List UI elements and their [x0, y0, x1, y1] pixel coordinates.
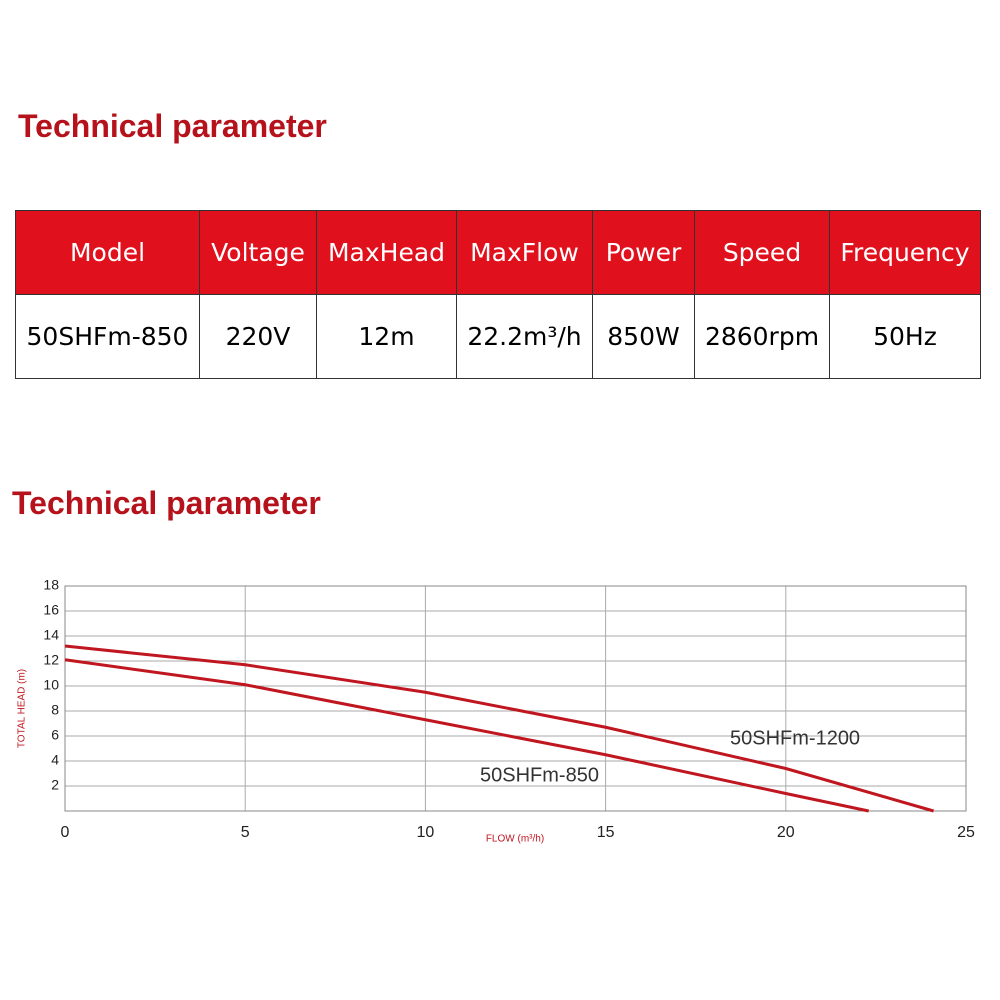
section-title: Technical parameter: [12, 485, 321, 521]
chart: 2 4 6 8 10 12 14 16 18 0 5 10 15 20 25 FLOW (m³/h) TOTAL…: [17, 577, 975, 845]
x-tick-label: 25: [957, 824, 975, 841]
cell: 22.2m³/h: [456, 294, 593, 379]
header-cell: Speed: [694, 210, 830, 295]
y-tick-label: 18: [43, 577, 59, 593]
x-tick-label: 0: [61, 824, 70, 841]
table-row: Model Voltage MaxHead MaxFlow Power Speed Freq…: [15, 210, 981, 295]
series-label: 50SHFm-1200: [730, 727, 860, 749]
y-axis-label: TOTAL HEAD (m): [17, 669, 28, 748]
cell: 2860rpm: [694, 294, 830, 379]
section-title: Technical parameter: [18, 108, 327, 144]
plot-frame: [64, 585, 967, 812]
x-tick-label: 20: [777, 824, 795, 841]
table-row: 50SHFm-850 220V 12m 22.2m³/h 850W 2860rpm 50Hz: [15, 294, 981, 379]
y-tick-label: 6: [51, 727, 59, 743]
header-cell: Power: [592, 210, 695, 295]
y-tick-label: 2: [51, 777, 59, 793]
y-tick-label: 8: [51, 702, 59, 718]
cell: 850W: [592, 294, 695, 379]
x-tick-label: 10: [417, 824, 435, 841]
header-cell: Voltage: [199, 210, 317, 295]
y-tick-label: 10: [43, 677, 59, 693]
y-tick-label: 16: [43, 602, 59, 618]
header-cell: MaxFlow: [456, 210, 593, 295]
line: [64, 644, 934, 813]
y-tick-label: 4: [51, 752, 59, 768]
line: [64, 658, 870, 813]
y-tick-label: 14: [43, 627, 59, 643]
cell: 220V: [199, 294, 317, 379]
header-cell: Frequency: [829, 210, 981, 295]
x-tick-label: 5: [241, 824, 250, 841]
header-cell: MaxHead: [316, 210, 457, 295]
spec-table: Model Voltage MaxHead MaxFlow Power Speed Freq…: [15, 210, 981, 379]
y-tick-label: 12: [43, 652, 59, 668]
x-axis-label: FLOW (m³/h): [486, 834, 544, 845]
cell: 50SHFm-850: [15, 294, 200, 379]
cell: 12m: [316, 294, 457, 379]
series-label: 50SHFm-850: [480, 764, 599, 786]
x-tick-label: 15: [597, 824, 615, 841]
cell: 50Hz: [829, 294, 981, 379]
header-cell: Model: [15, 210, 200, 295]
